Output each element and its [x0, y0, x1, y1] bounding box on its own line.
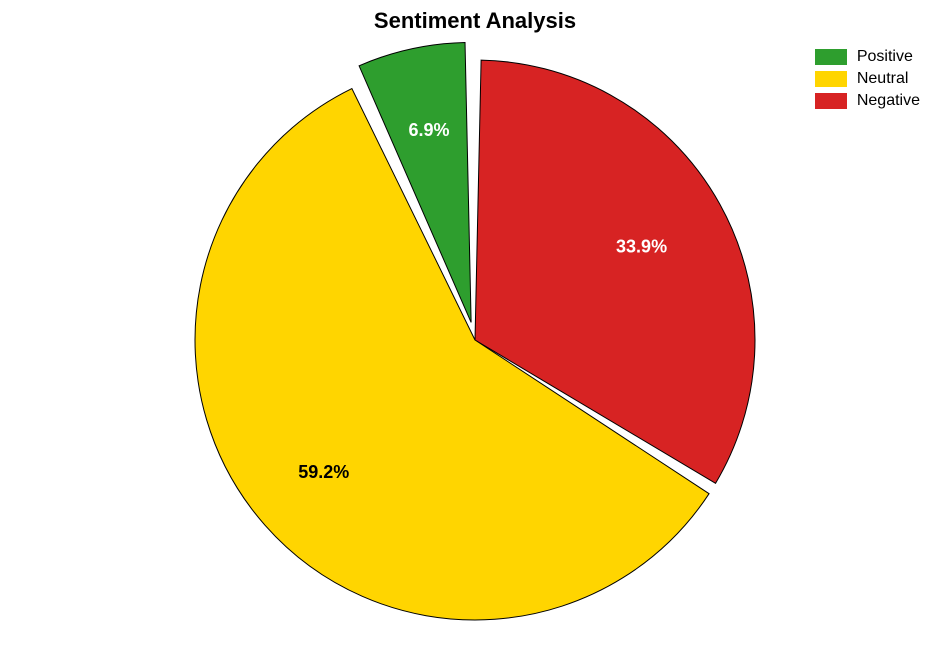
legend-label-neutral: Neutral: [857, 70, 909, 88]
chart-container: Sentiment Analysis 33.9%59.2%6.9% Positi…: [0, 0, 950, 662]
pie-slice-pct-positive: 6.9%: [408, 120, 449, 140]
legend-label-negative: Negative: [857, 92, 920, 110]
legend-label-positive: Positive: [857, 48, 913, 66]
legend-swatch-neutral: [815, 71, 847, 87]
pie-chart-svg: 33.9% 59.2% 6.9%: [0, 0, 950, 662]
legend-swatch-positive: [815, 49, 847, 65]
legend-item-negative: Negative: [815, 92, 920, 110]
legend-item-positive: Positive: [815, 48, 920, 66]
legend-swatch-negative: [815, 93, 847, 109]
legend: Positive Neutral Negative: [815, 48, 920, 114]
pie-slice-pct-negative: 33.9%: [616, 237, 667, 257]
legend-item-neutral: Neutral: [815, 70, 920, 88]
pie-slice-pct-neutral: 59.2%: [298, 462, 349, 482]
